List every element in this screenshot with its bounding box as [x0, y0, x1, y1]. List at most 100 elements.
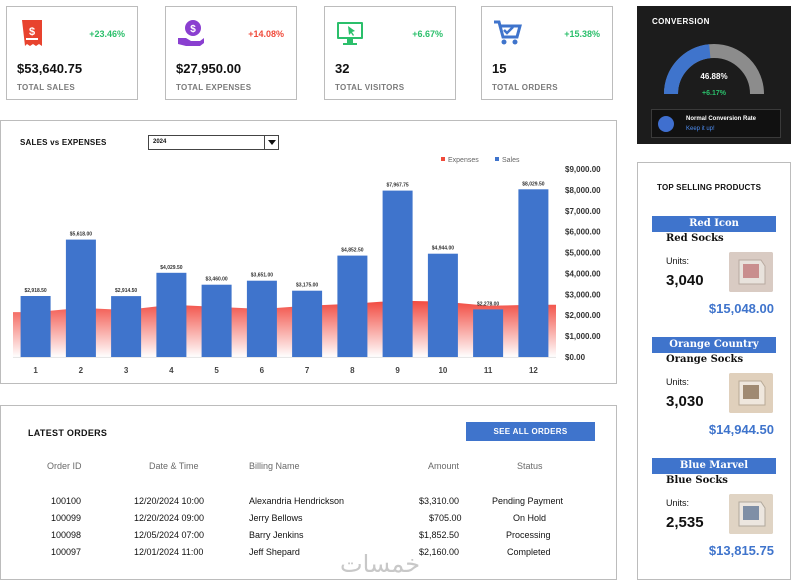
bar-value-label: $7,967.75 [386, 183, 408, 189]
sales-bar [201, 284, 232, 357]
bar-value-label: $2,914.50 [115, 288, 137, 294]
product-card[interactable]: Blue Marvel Blue Socks Units: 2,535 $13,… [652, 458, 776, 558]
year-select-value: 2024 [153, 139, 167, 145]
bar-value-label: $4,029.50 [160, 265, 182, 271]
legend-swatch-sales [495, 157, 499, 161]
sales-bar [65, 239, 96, 357]
sales-bar [337, 255, 368, 357]
order-date: 12/05/2024 07:00 [134, 530, 205, 540]
kpi-value: $53,640.75 [17, 61, 83, 76]
order-billing-name: Alexandria Hendrickson [249, 496, 345, 506]
x-tick-label: 10 [438, 366, 447, 375]
conversion-percent: 46.88% [700, 72, 728, 81]
product-units: 3,040 [666, 272, 704, 289]
kpi-label: TOTAL SALES [17, 83, 75, 92]
kpi-card-total-orders: +15.38% 15 TOTAL ORDERS [481, 6, 613, 100]
order-status: Processing [506, 530, 551, 540]
kpi-card-total-sales: $ +23.46% $53,640.75 TOTAL SALES [6, 6, 138, 100]
column-header-order-id: Order ID [47, 461, 82, 471]
units-label: Units: [666, 256, 690, 266]
kpi-value: 32 [335, 61, 350, 76]
y-tick-label: $5,000.00 [565, 249, 601, 258]
watermark: خمسات [340, 550, 421, 578]
x-tick-label: 11 [484, 366, 493, 375]
product-revenue: $13,815.75 [708, 543, 774, 558]
socks-orange-thumbnail [729, 373, 773, 413]
chart-svg: Expenses Sales $0.00 $1,000.00 $2,000.00 $3… [13, 157, 601, 375]
column-header-status: Status [517, 461, 543, 471]
bar-value-label: $8,029.50 [522, 181, 544, 187]
x-tick-label: 12 [529, 366, 538, 375]
bar-value-label: $3,460.00 [205, 277, 227, 283]
see-all-orders-button[interactable]: SEE ALL ORDERS [466, 422, 595, 441]
order-status: Pending Payment [492, 496, 564, 506]
order-amount: $2,160.00 [419, 547, 460, 557]
legend-swatch-expenses [441, 157, 445, 161]
socks-blue-thumbnail [729, 494, 773, 534]
product-card[interactable]: Red Icon Red Socks Units: 3,040 $15,048.… [652, 216, 776, 316]
product-revenue: $15,048.00 [708, 301, 774, 316]
product-units: 3,030 [666, 393, 704, 410]
order-date: 12/20/2024 10:00 [134, 496, 205, 506]
latest-orders-card: LATEST ORDERS SEE ALL ORDERS Order ID Da… [0, 405, 617, 580]
order-amount: $3,310.00 [419, 496, 460, 506]
kpi-label: TOTAL ORDERS [492, 83, 558, 92]
units-label: Units: [666, 377, 690, 387]
bar-value-label: $4,944.00 [432, 246, 454, 252]
year-select[interactable]: 2024 [148, 135, 279, 150]
product-name: Orange Socks [666, 354, 744, 365]
y-tick-label: $7,000.00 [565, 207, 601, 216]
svg-text:$: $ [190, 24, 196, 35]
orders-title: LATEST ORDERS [28, 428, 108, 438]
conversion-panel: CONVERSION 46.88% +6.17% Normal Conversi… [637, 6, 791, 144]
chart-legend: Expenses Sales [441, 157, 520, 164]
receipt-icon: $ [22, 20, 42, 46]
status-title: Normal Conversion Rate [686, 116, 757, 122]
order-id[interactable]: 100097 [51, 547, 82, 557]
kpi-label: TOTAL EXPENSES [176, 83, 252, 92]
sales-bar [246, 280, 277, 357]
units-label: Units: [666, 498, 690, 508]
sales-bar [382, 190, 413, 357]
socks-red-thumbnail [729, 252, 773, 292]
conversion-title: CONVERSION [652, 17, 710, 26]
sales-expenses-chart-card: SALES vs EXPENSES 2024 Expenses Sales $0… [0, 120, 617, 384]
order-id[interactable]: 100098 [51, 530, 82, 540]
chart-title: SALES vs EXPENSES [20, 138, 107, 147]
product-revenue: $14,944.50 [708, 422, 774, 437]
order-billing-name: Jerry Bellows [249, 513, 303, 523]
kpi-change: +14.08% [248, 29, 284, 39]
bar-value-label: $4,852.50 [341, 248, 363, 254]
sales-bar [292, 290, 323, 357]
shopping-cart-icon [494, 20, 522, 45]
kpi-change: +6.67% [412, 29, 443, 39]
product-name: Blue Socks [666, 475, 728, 486]
product-card[interactable]: Orange Country Orange Socks Units: 3,030… [652, 337, 776, 437]
svg-text:$: $ [29, 26, 35, 38]
y-tick-label: $6,000.00 [565, 228, 601, 237]
kpi-card-total-expenses: $ +14.08% $27,950.00 TOTAL EXPENSES [165, 6, 297, 100]
legend-label-sales: Sales [502, 157, 520, 164]
chevron-down-icon[interactable] [264, 136, 278, 149]
product-brand: Orange Country [652, 337, 776, 353]
status-subtitle: Keep it up! [686, 126, 715, 132]
x-tick-label: 8 [350, 366, 355, 375]
y-tick-label: $2,000.00 [565, 311, 601, 320]
product-name: Red Socks [666, 233, 724, 244]
expenses-area [13, 300, 556, 357]
order-status: On Hold [513, 513, 547, 523]
column-header-billing-name: Billing Name [249, 461, 300, 471]
order-date: 12/01/2024 11:00 [134, 547, 204, 557]
product-units: 2,535 [666, 514, 704, 531]
bar-value-label: $2,278.00 [477, 301, 499, 307]
order-id[interactable]: 100099 [51, 513, 82, 523]
y-tick-label: $4,000.00 [565, 269, 601, 278]
gauge-fill [664, 44, 711, 95]
x-tick-label: 3 [124, 366, 129, 375]
top-selling-products-card: TOP SELLING PRODUCTS Red Icon Red Socks … [637, 162, 791, 580]
y-tick-label: $9,000.00 [565, 165, 601, 174]
kpi-card-total-visitors: +6.67% 32 TOTAL VISITORS [324, 6, 456, 100]
order-id[interactable]: 100100 [51, 496, 82, 506]
order-date: 12/20/2024 09:00 [134, 513, 205, 523]
order-billing-name: Barry Jenkins [249, 530, 304, 540]
